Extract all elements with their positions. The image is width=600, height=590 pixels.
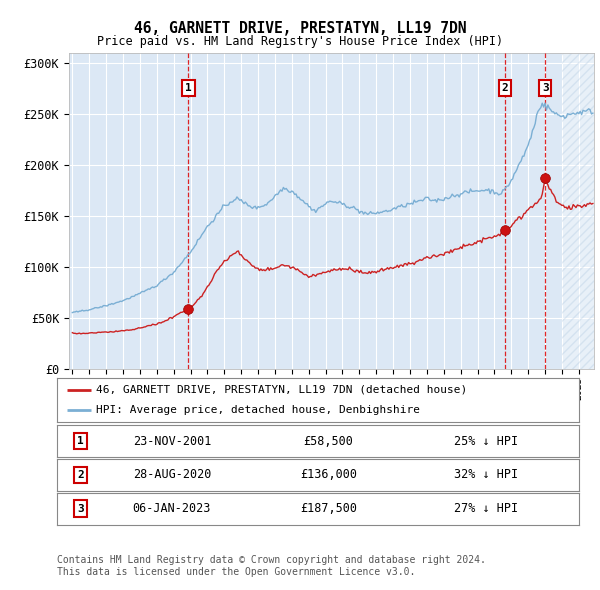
Text: 46, GARNETT DRIVE, PRESTATYN, LL19 7DN: 46, GARNETT DRIVE, PRESTATYN, LL19 7DN <box>134 21 466 36</box>
Text: Price paid vs. HM Land Registry's House Price Index (HPI): Price paid vs. HM Land Registry's House … <box>97 35 503 48</box>
Text: 1: 1 <box>185 83 192 93</box>
Text: £187,500: £187,500 <box>300 502 357 515</box>
Text: 2: 2 <box>77 470 84 480</box>
Text: 2: 2 <box>502 83 508 93</box>
Text: 06-JAN-2023: 06-JAN-2023 <box>133 502 211 515</box>
Text: £136,000: £136,000 <box>300 468 357 481</box>
Text: 3: 3 <box>77 504 84 513</box>
Text: £58,500: £58,500 <box>304 435 353 448</box>
Text: Contains HM Land Registry data © Crown copyright and database right 2024.
This d: Contains HM Land Registry data © Crown c… <box>57 555 486 577</box>
Text: 46, GARNETT DRIVE, PRESTATYN, LL19 7DN (detached house): 46, GARNETT DRIVE, PRESTATYN, LL19 7DN (… <box>96 385 467 395</box>
Text: HPI: Average price, detached house, Denbighshire: HPI: Average price, detached house, Denb… <box>96 405 420 415</box>
Text: 32% ↓ HPI: 32% ↓ HPI <box>454 468 518 481</box>
Bar <box>562 53 596 369</box>
Text: 27% ↓ HPI: 27% ↓ HPI <box>454 502 518 515</box>
Text: 1: 1 <box>77 437 84 446</box>
Text: 28-AUG-2020: 28-AUG-2020 <box>133 468 211 481</box>
Text: 23-NOV-2001: 23-NOV-2001 <box>133 435 211 448</box>
Text: 3: 3 <box>542 83 549 93</box>
Text: 25% ↓ HPI: 25% ↓ HPI <box>454 435 518 448</box>
